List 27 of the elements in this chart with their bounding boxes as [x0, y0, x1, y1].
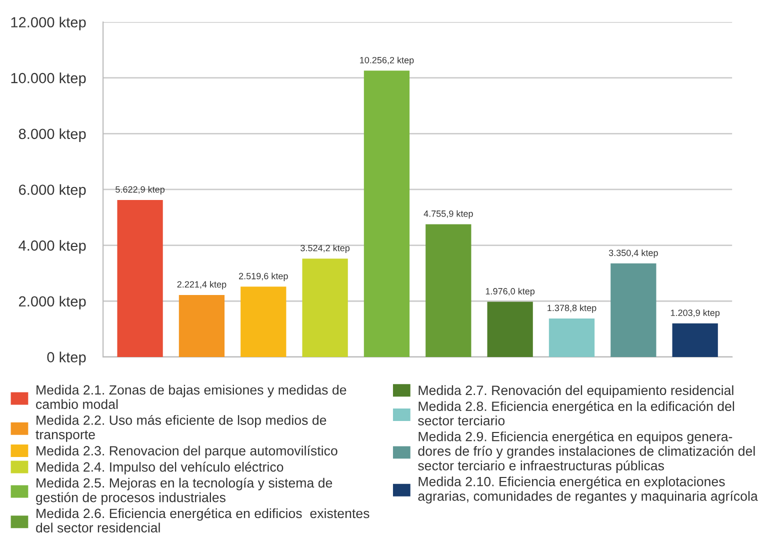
y-tick-label: 12.000 ktep: [11, 16, 86, 30]
legend-label: Medida 2.4. Impulso del vehículo eléctrico: [36, 462, 284, 474]
y-tick-label: 6.000 ktep: [19, 184, 86, 198]
data-label: 5.622,9 ktep: [116, 186, 165, 194]
legend-label: Medida 2.6. Eficiencia energética en edificios existentes del sector residencial: [36, 508, 370, 532]
data-label: 4.755,9 ktep: [424, 210, 473, 219]
data-label: 3.350,4 ktep: [608, 249, 658, 258]
data-label: 2.519,6 ktep: [239, 272, 288, 282]
legend-label: Medida 2.9. Eficiencia energética en equipos genera- dores de frío y grandes instalaciones de climatización del sector terciario e infraestructuras públicas: [418, 431, 755, 474]
legend-label: Medida 2.1. Zonas de bajas emisiones y medidas de cambio modal: [36, 384, 346, 409]
data-label: 10.256,2 ktep: [360, 56, 414, 66]
y-tick-label: 0 ktep: [47, 352, 86, 366]
y-tick-label: 4.000 ktep: [18, 240, 86, 254]
legend-label: Medida 2.2. Uso más eficiente de lsop medios de transporte: [36, 414, 326, 442]
y-tick-label: 10.000 ktep: [11, 72, 86, 86]
y-tick-label: 8.000 ktep: [18, 128, 86, 142]
data-label: 2.221,4 ktep: [177, 280, 226, 290]
data-label: 3.524,2 ktep: [300, 244, 350, 254]
y-tick-label: 2.000 ktep: [19, 296, 86, 310]
data-label: 1.976,0 ktep: [486, 288, 535, 296]
legend-label: Medida 2.8. Eficiencia energética en la edificación del sector terciario: [418, 401, 734, 426]
legend-label: Medida 2.7. Renovación del equipamiento residencial: [418, 385, 734, 398]
legend-label: Medida 2.3. Renovacion del parque automovilístico: [36, 446, 338, 458]
legend-label: Medida 2.5. Mejoras en la tecnología y sistema de gestión de procesos industriales: [36, 478, 332, 505]
data-label: 1.378,8 ktep: [548, 304, 596, 313]
legend-label: Medida 2.10. Eficiencia energética en explotaciones agrarias, comunidades de regantes y maquinaria agrícola: [418, 476, 758, 504]
data-label: 1.203,9 ktep: [670, 309, 720, 318]
